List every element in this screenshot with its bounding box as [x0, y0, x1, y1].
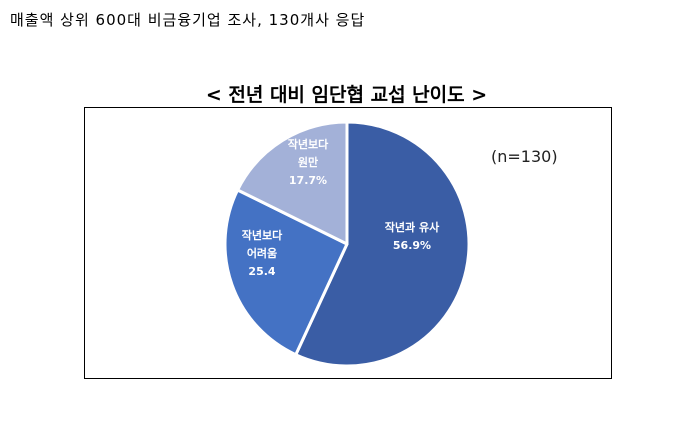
slice-value-label-1: 25.4 [248, 265, 275, 278]
slice-category-label-1: 작년보다 [242, 228, 283, 242]
slice-category-label-2: 원만 [298, 155, 318, 169]
chart-title: < 전년 대비 임단협 교섭 난이도 > [205, 84, 488, 106]
slice-category-label-1: 어려움 [247, 246, 277, 260]
slice-category-label-2: 작년보다 [288, 137, 329, 151]
pie-slice-1 [223, 188, 349, 357]
slice-value-label-2: 17.7% [289, 174, 327, 187]
page-header: 매출액 상위 600대 비금융기업 조사, 130개사 응답 [10, 11, 366, 29]
slice-value-label-0: 56.9% [393, 239, 431, 252]
pie-slice-0 [294, 120, 471, 368]
pie-slice-2 [236, 120, 349, 246]
slice-label-group-0: 작년과 유사 56.9% [385, 220, 440, 252]
sample-size-note: (n=130) [491, 147, 558, 166]
slice-category-label-0: 작년과 유사 [385, 220, 440, 234]
